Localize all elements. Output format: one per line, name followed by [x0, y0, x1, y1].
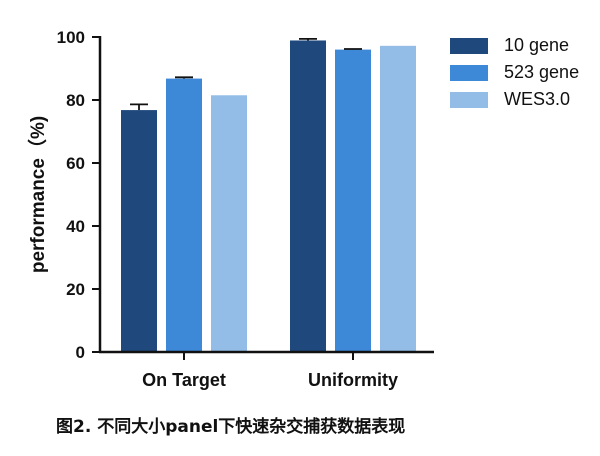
legend-swatch	[450, 64, 488, 81]
bar-523-gene-on-target	[166, 78, 202, 352]
figure-caption: 图2. 不同大小panel下快速杂交捕获数据表现	[56, 417, 406, 437]
y-tick-label: 40	[66, 217, 85, 236]
legend-label: 10 gene	[504, 35, 570, 55]
y-tick-label: 20	[66, 280, 85, 299]
y-tick-label: 0	[76, 343, 85, 362]
bar-10-gene-on-target	[121, 110, 157, 352]
bars-group	[121, 40, 416, 353]
legend-label: 523 gene	[504, 62, 580, 82]
y-tick-label: 80	[66, 91, 85, 110]
bar-523-gene-uniformity	[335, 49, 371, 352]
x-ticks-group: On Target Uniformity	[142, 352, 398, 390]
x-tick-label: On Target	[142, 370, 226, 390]
legend-swatch	[450, 37, 488, 54]
bar-wes3-0-uniformity	[380, 45, 416, 352]
y-axis-label: performance（%)	[26, 116, 49, 273]
y-ticks-group: 0 20 40 60 80 100	[57, 28, 100, 362]
legend-item-523-gene: 523 gene	[450, 59, 579, 86]
y-tick-label: 60	[66, 154, 85, 173]
legend-label: WES3.0	[504, 89, 571, 109]
legend: 10 gene 523 gene WES3.0	[450, 32, 579, 113]
y-tick-label: 100	[57, 28, 85, 47]
legend-item-10-gene: 10 gene	[450, 32, 579, 59]
legend-swatch	[450, 91, 488, 108]
x-tick-label: Uniformity	[308, 370, 398, 390]
error-bars-group	[130, 37, 362, 111]
bar-10-gene-uniformity	[290, 40, 326, 353]
legend-item-wes3: WES3.0	[450, 86, 579, 113]
bar-wes3-0-on-target	[211, 95, 247, 353]
